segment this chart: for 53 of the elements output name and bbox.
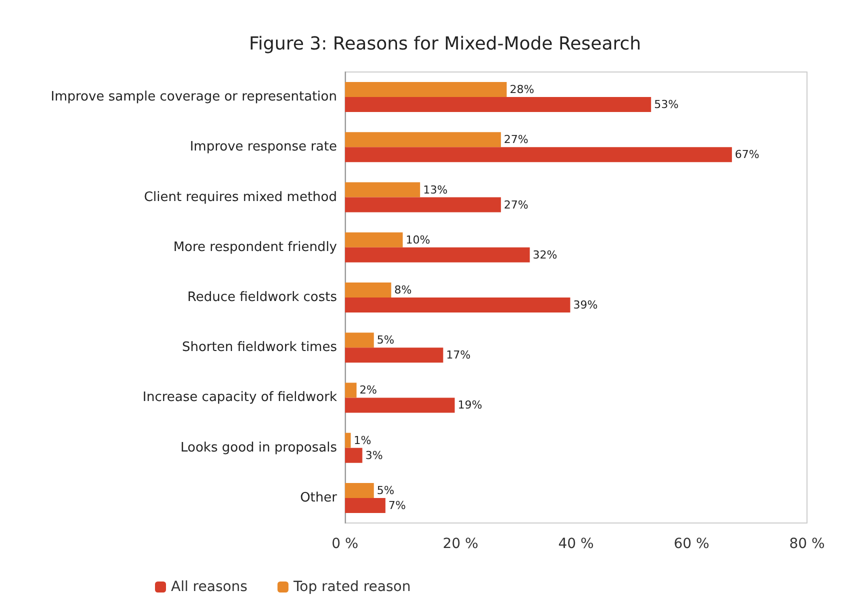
- y-tick-label: Client requires mixed method: [144, 190, 337, 205]
- data-label: 39%: [573, 298, 598, 312]
- data-label: 13%: [423, 183, 448, 196]
- data-label: 1%: [354, 434, 372, 447]
- bar: [345, 482, 374, 498]
- bar: [345, 448, 362, 463]
- bar: [345, 82, 507, 98]
- data-label: 3%: [365, 448, 383, 462]
- bar: [345, 197, 501, 212]
- y-tick-label: Reduce fieldwork costs: [187, 290, 338, 305]
- bar: [345, 132, 501, 148]
- data-label: 5%: [376, 334, 394, 347]
- data-label: 67%: [734, 148, 760, 162]
- x-tick-label: 40 %: [558, 536, 594, 552]
- y-tick-label: Shorten fieldwork times: [182, 340, 338, 356]
- bar: [345, 398, 455, 413]
- data-label: 17%: [446, 348, 471, 362]
- bar: [345, 147, 732, 162]
- bar: [345, 382, 357, 398]
- x-tick-label: 60 %: [674, 536, 710, 552]
- bar: [345, 432, 351, 448]
- x-tick-label: 80 %: [789, 536, 825, 552]
- bar: [345, 182, 420, 198]
- legend-label: All reasons: [171, 579, 248, 595]
- y-tick-label: Improve response rate: [190, 140, 337, 155]
- bar: [345, 97, 652, 112]
- data-label: 5%: [376, 484, 394, 497]
- data-label: 19%: [458, 398, 482, 412]
- y-tick-label: More respondent friendly: [173, 240, 338, 255]
- data-label: 7%: [388, 498, 406, 512]
- data-label: 28%: [510, 83, 534, 96]
- data-label: 2%: [360, 384, 378, 397]
- bar: [345, 498, 386, 513]
- x-tick-label: 0 %: [332, 536, 358, 552]
- bar: [345, 298, 570, 312]
- data-label: 8%: [394, 284, 412, 296]
- chart-title: Figure 3: Reasons for Mixed-Mode Research: [248, 34, 642, 54]
- y-tick-label: Looks good in proposals: [180, 440, 338, 456]
- x-tick-label: 20 %: [442, 536, 478, 552]
- data-label: 53%: [654, 98, 679, 112]
- bar: [345, 348, 444, 363]
- bar: [345, 232, 403, 248]
- data-label: 10%: [406, 233, 430, 246]
- bar: [345, 282, 392, 298]
- bar: [345, 332, 374, 348]
- legend-label: Top rated reason: [292, 579, 411, 595]
- y-tick-label: Improve sample coverage or representation: [50, 90, 337, 105]
- y-tick-label: Increase capacity of fieldwork: [142, 390, 338, 406]
- data-label: 32%: [532, 248, 558, 262]
- data-label: 27%: [504, 198, 528, 212]
- y-tick-label: Other: [300, 490, 338, 506]
- bar: [345, 247, 530, 262]
- data-label: 27%: [504, 133, 528, 146]
